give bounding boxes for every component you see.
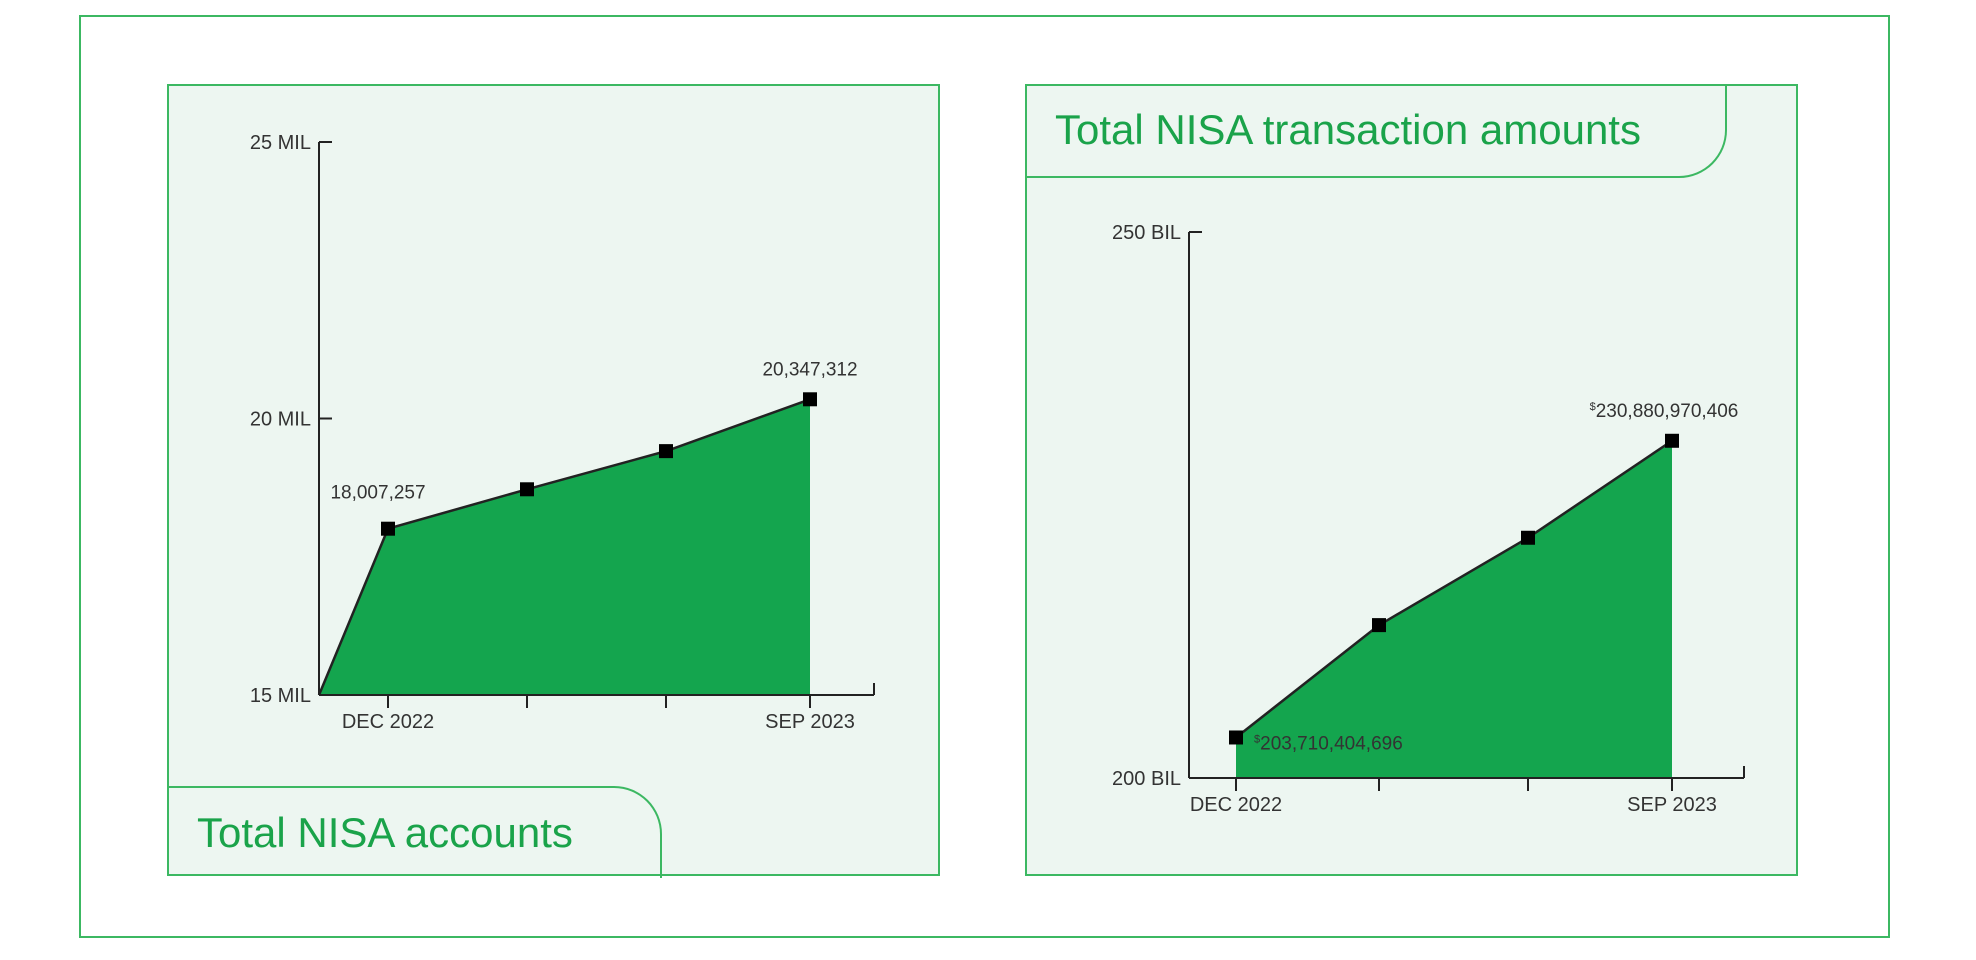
data-label: $203,710,404,696 <box>1254 733 1403 754</box>
accounts-panel: Total NISA accounts <box>167 84 940 878</box>
infographic-frame <box>79 15 1890 938</box>
y-tick-label: 20 MIL <box>250 409 311 431</box>
area-fill <box>319 399 810 695</box>
x-tick-label: SEP 2023 <box>1627 794 1717 816</box>
data-point <box>659 444 673 459</box>
data-label: 18,007,257 <box>330 483 425 504</box>
chart-title-pill: Total NISA transaction amounts <box>1027 84 1727 178</box>
data-label-value: 203,710,404,696 <box>1260 733 1403 754</box>
currency-prefix: $ <box>1590 401 1596 413</box>
data-point <box>381 521 395 536</box>
currency-prefix: $ <box>1254 733 1260 745</box>
chart-title: Total NISA transaction amounts <box>1055 106 1641 153</box>
data-point <box>520 482 534 497</box>
data-point <box>1521 530 1535 545</box>
chart-0: 25 MIL 20 MIL 15 MIL DEC 2022 SEP 2023 18,007… <box>250 132 875 733</box>
data-point <box>803 392 817 407</box>
data-label-value: 230,880,970,406 <box>1596 401 1739 422</box>
data-point <box>1372 618 1386 633</box>
data-point <box>1665 433 1679 448</box>
data-point <box>1229 730 1243 745</box>
data-label: 20,347,312 <box>762 359 857 380</box>
y-tick-label: 25 MIL <box>250 132 311 154</box>
x-tick-label: DEC 2022 <box>1190 794 1282 816</box>
series-line <box>1235 439 1673 739</box>
chart-title-pill: Total NISA accounts <box>169 786 662 878</box>
chart-title: Total NISA accounts <box>197 809 573 856</box>
x-tick-label: DEC 2022 <box>342 711 434 733</box>
y-tick-label: 15 MIL <box>250 685 311 707</box>
chart-1: 250 BIL 200 BIL DEC 2022 SEP 2023 $203,710,4… <box>1112 222 1745 816</box>
y-tick-label: 200 BIL <box>1112 768 1181 790</box>
data-label: $230,880,970,406 <box>1590 401 1739 422</box>
x-tick-label: SEP 2023 <box>765 711 855 733</box>
area-fill <box>1236 440 1672 778</box>
y-tick-label: 250 BIL <box>1112 222 1181 244</box>
